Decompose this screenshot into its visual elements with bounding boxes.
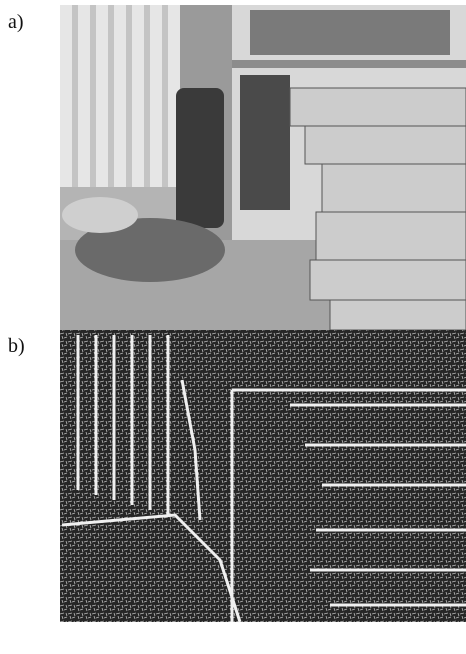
photo-edges [60,330,466,623]
photo-original [60,5,466,331]
panel-label: a) [8,11,24,33]
panel-label: b) [8,335,25,357]
